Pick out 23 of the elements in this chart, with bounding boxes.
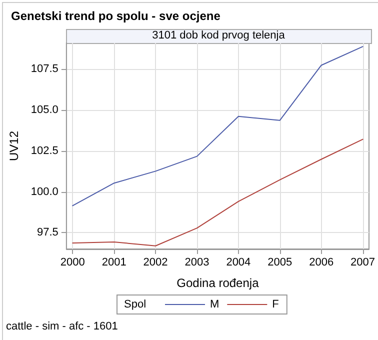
line-series	[72, 46, 364, 206]
x-tick-label: 2002	[143, 256, 168, 268]
x-tick-label: 2000	[60, 256, 85, 268]
y-axis-title: UV12	[7, 130, 21, 162]
chart-subtitle: 3101 dob kod prvog telenja	[152, 30, 286, 42]
legend-title: Spol	[124, 298, 146, 310]
chart-title: Genetski trend po spolu - sve ocjene	[11, 9, 221, 23]
y-tick-label: 102.5	[30, 144, 58, 157]
legend-label: M	[210, 298, 220, 310]
x-tick-label: 2004	[226, 256, 251, 268]
legend-label: F	[272, 298, 280, 310]
x-axis-title: Godina rođenja	[176, 276, 260, 290]
y-tick-label: 105.0	[30, 104, 58, 116]
x-tick-label: 2001	[102, 256, 126, 268]
y-tick-label: 107.5	[30, 63, 58, 76]
line-series	[72, 138, 364, 246]
x-tick-label: 2005	[268, 256, 292, 268]
x-tick-label: 2006	[309, 256, 334, 268]
y-tick-label: 100.0	[30, 186, 58, 198]
text: cattle - sim - afc - 1601	[6, 320, 118, 332]
x-tick-label: 2003	[184, 256, 210, 268]
y-tick-label: 97.5	[37, 226, 58, 239]
x-tick-label: 2007	[350, 256, 376, 268]
